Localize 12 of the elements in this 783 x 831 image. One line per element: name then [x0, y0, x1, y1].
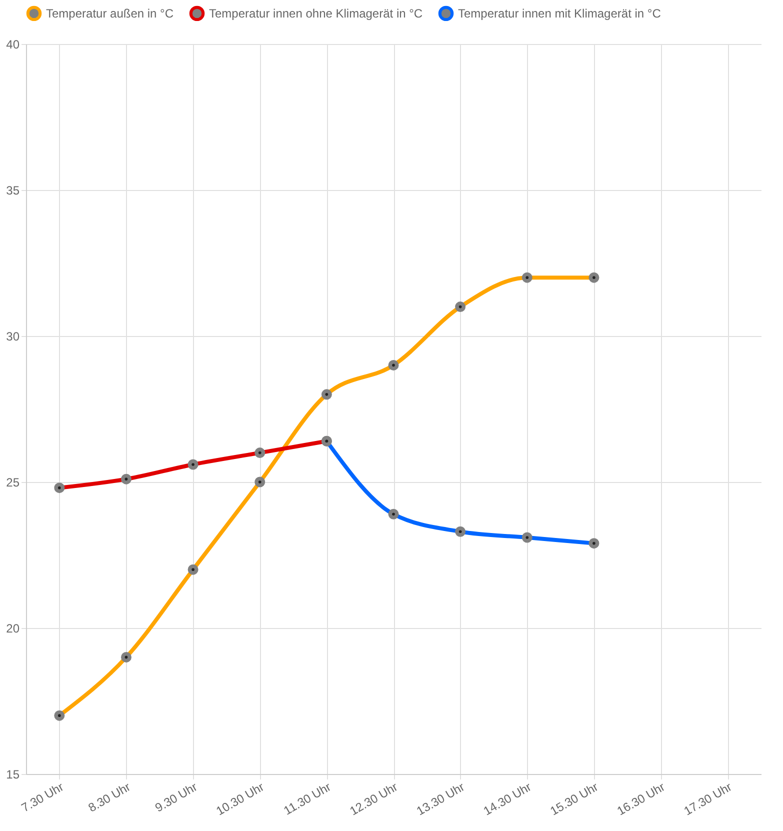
- x-tick-label: 7.30 Uhr: [19, 780, 66, 815]
- y-tick-label: 30: [6, 330, 20, 344]
- x-tick-label: 9.30 Uhr: [152, 780, 200, 815]
- y-tick-label: 25: [6, 476, 20, 490]
- x-tick-label: 8.30 Uhr: [86, 780, 133, 815]
- legend-label: Temperatur außen in °C: [46, 6, 174, 20]
- legend-label: Temperatur innen ohne Klimagerät in °C: [209, 6, 423, 20]
- y-tick-label: 20: [6, 622, 20, 636]
- y-tick-label: 40: [6, 38, 20, 52]
- y-tick-label: 15: [6, 768, 20, 782]
- y-tick-label: 35: [6, 184, 20, 198]
- legend-label: Temperatur innen mit Klimagerät in °C: [458, 6, 662, 20]
